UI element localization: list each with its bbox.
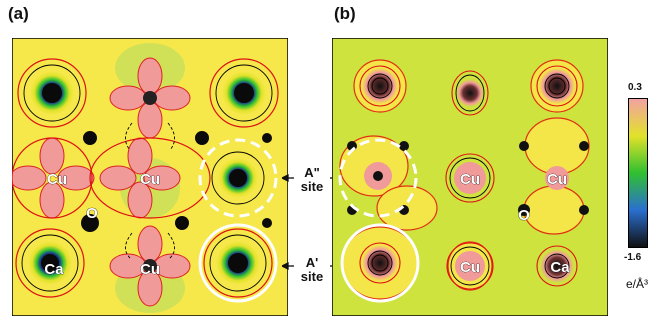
a-prime-letter: A': [305, 255, 319, 270]
atom-centers-a: [28, 71, 272, 285]
atom-label-b-cu-center: Cu: [460, 171, 480, 188]
contours-black-a: [21, 64, 273, 292]
a-double-prime-site-circle-b: [338, 138, 418, 218]
contours-black-b: [367, 73, 570, 286]
atom-label-b-o: O: [518, 207, 530, 224]
atom-label-o: O: [86, 205, 98, 222]
patches-b: [339, 59, 590, 300]
colorbar-max-label: 0.3: [628, 82, 642, 93]
cu-orbital-left: [12, 137, 95, 219]
panel-label-a: (a): [8, 4, 29, 23]
atom-label-b-cu-right: Cu: [547, 171, 567, 188]
cu-orbital-bottom: [109, 225, 191, 307]
contours-red-b: [359, 65, 578, 290]
panel-b-density-map: Cu Cu O Cu Ca: [332, 38, 608, 316]
atom-label-cu-left: Cu: [47, 171, 67, 188]
a-prime-site-circle-b: [340, 223, 420, 303]
a-double-prime-site-label: A" site: [290, 166, 334, 194]
atom-label-b-cu-bottom: Cu: [460, 259, 480, 276]
panel-a-density-map: Cu Cu O Ca Cu: [12, 38, 288, 316]
atom-label-b-ca: Ca: [550, 259, 570, 276]
colorbar-min-label: -1.6: [624, 252, 642, 263]
a-double-prime-letter: A": [304, 165, 320, 180]
atom-label-cu-bottom: Cu: [140, 261, 160, 278]
colorbar: [628, 98, 648, 248]
contours-red-a: [12, 58, 279, 298]
a-prime-word: site: [300, 269, 324, 284]
atom-label-ca: Ca: [44, 261, 64, 278]
a-prime-site-circle-a: [198, 223, 278, 303]
colorbar-unit-label: e/Å³: [626, 277, 649, 291]
a-double-prime-site-circle-a: [198, 138, 278, 218]
a-double-prime-word: site: [300, 179, 324, 194]
atom-label-cu-middle: Cu: [140, 171, 160, 188]
panel-label-b: (b): [334, 4, 356, 23]
a-prime-site-label: A' site: [290, 256, 334, 284]
